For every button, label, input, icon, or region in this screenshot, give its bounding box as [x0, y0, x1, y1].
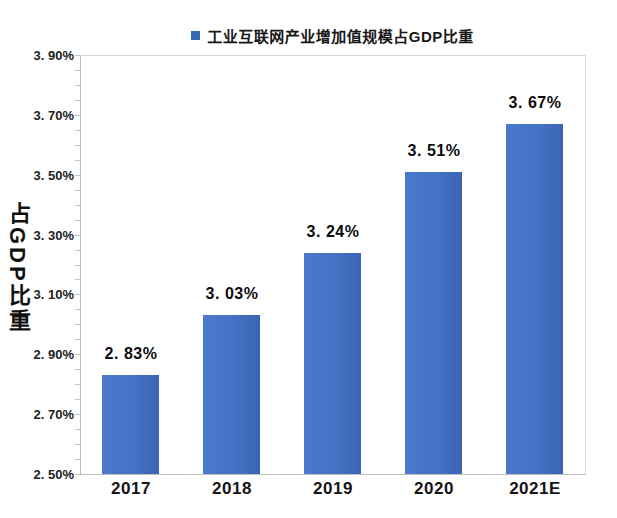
y-minor-tick	[75, 474, 80, 475]
y-tick-label: 3. 70%	[4, 108, 74, 123]
y-tick-label: 3. 90%	[4, 48, 74, 63]
y-minor-tick	[75, 145, 80, 146]
y-tick-label: 2. 50%	[4, 467, 74, 482]
bar-value-label: 3. 03%	[187, 285, 277, 303]
y-minor-tick	[75, 414, 80, 415]
x-tick-label: 2018	[182, 479, 282, 499]
y-minor-tick	[75, 205, 80, 206]
y-minor-tick	[75, 369, 80, 370]
y-minor-tick	[75, 175, 80, 176]
chart-screenshot: 工业互联网产业增加值规模占GDP比重 占GDP比重 3. 90% 3. 70% 3.…	[0, 0, 617, 518]
plot-border-top	[80, 55, 586, 56]
y-minor-tick	[75, 399, 80, 400]
y-minor-tick	[75, 115, 80, 116]
y-minor-tick	[75, 429, 80, 430]
y-tick-label: 3. 10%	[4, 287, 74, 302]
y-minor-tick	[75, 220, 80, 221]
x-tick-label: 2017	[81, 479, 181, 499]
y-minor-tick	[75, 354, 80, 355]
x-axis-line	[80, 474, 586, 475]
y-minor-tick	[75, 309, 80, 310]
y-minor-tick	[75, 160, 80, 161]
y-minor-tick	[75, 294, 80, 295]
x-tick-label: 2020	[384, 479, 484, 499]
y-axis-line	[80, 55, 81, 475]
bar-value-label: 2. 83%	[86, 345, 176, 363]
plot-border-right	[585, 55, 586, 475]
y-tick-label: 3. 50%	[4, 168, 74, 183]
y-minor-tick	[75, 85, 80, 86]
bar-2020	[405, 172, 462, 474]
bar-2019	[304, 253, 361, 474]
y-minor-tick	[75, 55, 80, 56]
y-minor-tick	[75, 70, 80, 71]
bar-value-label: 3. 67%	[490, 94, 580, 112]
y-minor-tick	[75, 459, 80, 460]
y-tick-label: 2. 90%	[4, 347, 74, 362]
y-minor-tick	[75, 190, 80, 191]
y-minor-tick	[75, 324, 80, 325]
y-minor-tick	[75, 339, 80, 340]
y-minor-tick	[75, 444, 80, 445]
bar-2017	[102, 375, 159, 474]
y-tick-label: 3. 30%	[4, 228, 74, 243]
y-minor-tick	[75, 384, 80, 385]
y-minor-tick	[75, 100, 80, 101]
chart-legend: 工业互联网产业增加值规模占GDP比重	[80, 24, 585, 46]
y-minor-tick	[75, 279, 80, 280]
bar-value-label: 3. 51%	[389, 142, 479, 160]
y-tick-label: 2. 70%	[4, 407, 74, 422]
y-minor-tick	[75, 250, 80, 251]
bar-2021E	[506, 124, 563, 474]
x-tick-label: 2021E	[485, 479, 585, 499]
y-minor-tick	[75, 265, 80, 266]
y-axis-title: 占GDP比重	[2, 188, 32, 348]
bar-value-label: 3. 24%	[288, 223, 378, 241]
y-minor-tick	[75, 235, 80, 236]
y-minor-tick	[75, 130, 80, 131]
legend-label: 工业互联网产业增加值规模占GDP比重	[207, 25, 474, 46]
legend-square-icon	[191, 31, 200, 40]
x-tick-label: 2019	[283, 479, 383, 499]
bar-2018	[203, 315, 260, 474]
